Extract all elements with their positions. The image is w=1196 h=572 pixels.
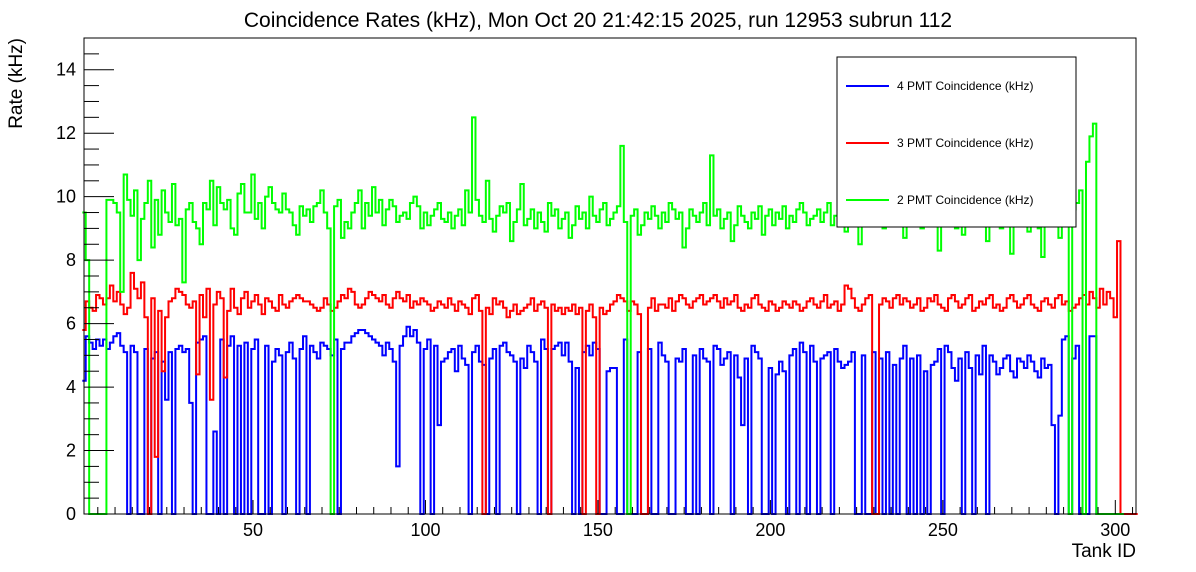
series-line-3 (82, 116, 1124, 515)
legend: 4 PMT Coincidence (kHz) 3 PMT Coincidence… (836, 56, 1077, 228)
y-tick-label: 12 (56, 123, 76, 143)
y-tick-label: 4 (66, 377, 76, 397)
y-tick-label: 8 (66, 250, 76, 270)
x-axis: 50 100 150 200 250 300 (97, 500, 1134, 540)
y-axis-label: Rate (kHz) (6, 38, 27, 129)
y-tick-label: 0 (66, 504, 76, 524)
y-tick-label: 6 (66, 314, 76, 334)
x-tick-label: 200 (755, 520, 785, 540)
x-tick-label: 300 (1100, 520, 1130, 540)
series-line-2 (82, 240, 1138, 515)
legend-label-1: 4 PMT Coincidence (kHz) (897, 79, 1034, 93)
y-tick-label: 2 (66, 441, 76, 461)
y-tick-label: 10 (56, 187, 76, 207)
y-axis: 0 2 4 6 8 10 12 14 (56, 37, 114, 524)
series-layer (82, 116, 1138, 515)
y-tick-label: 14 (56, 60, 76, 80)
chart-title: Coincidence Rates (kHz), Mon Oct 20 21:4… (244, 9, 952, 32)
x-tick-label: 250 (928, 520, 958, 540)
x-tick-label: 100 (410, 520, 440, 540)
legend-label-3: 2 PMT Coincidence (kHz) (897, 193, 1034, 207)
legend-label-2: 3 PMT Coincidence (kHz) (897, 136, 1034, 150)
x-axis-label: Tank ID (1072, 541, 1136, 562)
x-tick-label: 50 (243, 520, 263, 540)
legend-items: 4 PMT Coincidence (kHz) 3 PMT Coincidence… (846, 79, 1034, 207)
x-tick-label: 150 (583, 520, 613, 540)
